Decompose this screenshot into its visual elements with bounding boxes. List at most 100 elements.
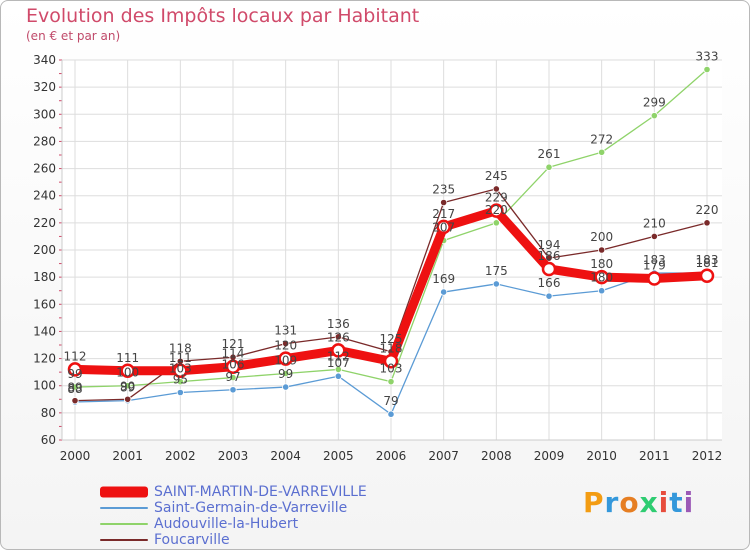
data-point xyxy=(650,232,658,241)
data-label: 261 xyxy=(538,147,561,161)
data-point xyxy=(699,268,715,284)
legend-swatch xyxy=(100,539,148,541)
data-label: 100 xyxy=(116,366,139,380)
data-label: 90 xyxy=(120,379,135,393)
data-point xyxy=(545,254,553,262)
data-label: 169 xyxy=(432,272,455,286)
data-label: 183 xyxy=(643,253,666,267)
data-point xyxy=(703,65,711,74)
grid xyxy=(62,59,722,441)
x-tick-label: 2004 xyxy=(270,449,301,463)
y-tick-label: 300 xyxy=(33,107,56,121)
data-point xyxy=(278,351,293,366)
data-label: 118 xyxy=(169,341,192,355)
data-point xyxy=(229,373,237,382)
data-point xyxy=(282,383,290,391)
x-tick-label: 2007 xyxy=(428,449,459,463)
data-point xyxy=(545,292,553,300)
data-label: 126 xyxy=(327,330,350,344)
legend-label: Foucarville xyxy=(154,532,230,548)
data-point xyxy=(334,333,342,341)
data-point xyxy=(334,372,342,380)
x-tick-label: 2010 xyxy=(586,449,617,463)
data-label: 89 xyxy=(67,381,82,395)
data-point xyxy=(440,288,448,296)
data-point xyxy=(650,112,658,120)
data-label: 120 xyxy=(274,339,297,353)
y-tick-label: 220 xyxy=(33,216,56,230)
proxiti-logo: Proxiti xyxy=(583,486,694,519)
x-tick-label: 2012 xyxy=(692,449,723,463)
y-tick-label: 280 xyxy=(33,134,56,148)
data-label: 103 xyxy=(169,362,192,376)
x-tick-label: 2001 xyxy=(112,449,143,463)
data-point xyxy=(598,246,606,254)
data-point xyxy=(594,269,609,285)
legend-label: Saint-Germain-de-Varreville xyxy=(154,500,348,516)
data-label: 179 xyxy=(643,259,666,273)
data-point xyxy=(383,354,399,369)
data-point xyxy=(225,359,241,374)
data-label: 111 xyxy=(116,351,139,365)
data-point xyxy=(387,378,395,386)
legend-swatch xyxy=(100,507,148,509)
logo-letter: i xyxy=(658,486,670,519)
axes: 60 80 100 120 140 160 180 200 220 240 260 280 300 320… xyxy=(33,53,722,463)
data-point xyxy=(124,382,132,390)
logo-letter: P xyxy=(583,486,605,519)
x-tick-label: 2008 xyxy=(481,449,512,463)
data-label: 106 xyxy=(222,358,245,372)
data-label: 107 xyxy=(327,356,350,370)
data-label: 186 xyxy=(538,249,561,263)
data-point xyxy=(598,148,606,156)
x-tick-label: 2006 xyxy=(376,449,407,463)
legend-swatch xyxy=(100,486,148,498)
data-point xyxy=(492,185,500,193)
data-point xyxy=(124,395,132,403)
y-tick-label: 180 xyxy=(33,270,56,284)
data-label: 194 xyxy=(538,238,561,252)
y-tick-label: 240 xyxy=(33,189,56,203)
logo-letter: o xyxy=(619,486,640,519)
x-tick-label: 2005 xyxy=(323,449,354,463)
chart-subtitle: (en € et par an) xyxy=(26,29,121,43)
data-point xyxy=(703,219,711,227)
data-point xyxy=(71,383,79,391)
data-label: 229 xyxy=(485,191,508,205)
data-label: 118 xyxy=(380,341,403,355)
data-point xyxy=(282,340,290,348)
data-point xyxy=(71,397,79,405)
data-label: 220 xyxy=(696,203,719,217)
data-point xyxy=(387,410,395,418)
data-label: 125 xyxy=(380,332,403,346)
data-label: 200 xyxy=(590,230,613,244)
data-point xyxy=(176,388,184,397)
y-tick-label: 140 xyxy=(33,324,56,338)
data-point xyxy=(282,369,290,378)
data-label: 131 xyxy=(274,324,297,338)
logo-letter: x xyxy=(639,486,659,519)
x-tick-label: 2000 xyxy=(60,449,91,463)
y-tick-label: 200 xyxy=(33,243,56,257)
data-label: 235 xyxy=(432,183,455,197)
data-label: 245 xyxy=(485,169,508,183)
data-label: 95 xyxy=(173,373,188,387)
data-point xyxy=(440,198,448,207)
x-tick-label: 2002 xyxy=(165,449,196,463)
data-point xyxy=(492,280,500,288)
data-point xyxy=(541,261,557,277)
data-label: 99 xyxy=(67,367,82,381)
data-point xyxy=(67,362,83,377)
data-label: 210 xyxy=(643,216,666,230)
data-label: 112 xyxy=(327,349,350,363)
data-label: 183 xyxy=(696,253,719,267)
chart-title: Evolution des Impôts locaux par Habitant xyxy=(26,5,420,27)
data-label: 79 xyxy=(383,394,398,408)
data-label: 89 xyxy=(120,381,135,395)
data-label: 112 xyxy=(64,349,87,363)
y-tick-label: 260 xyxy=(33,162,56,176)
data-label: 220 xyxy=(485,203,508,217)
logo-letter: r xyxy=(604,486,620,519)
data-label: 180 xyxy=(590,257,613,271)
